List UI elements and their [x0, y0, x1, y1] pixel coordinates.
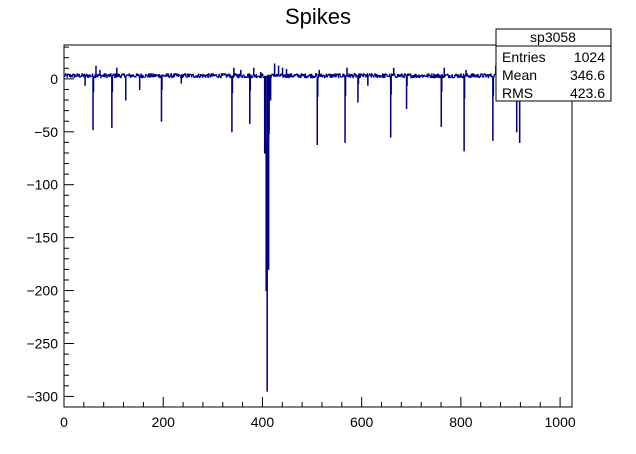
x-axis: 0 200 400 600 800 1000 — [60, 397, 576, 430]
x-tick-label: 0 — [60, 414, 68, 430]
stats-box: sp3058 Entries 1024 Mean 346.6 RMS 423.6 — [495, 28, 612, 102]
plot-frame — [63, 44, 573, 408]
y-tick-label: −50 — [34, 124, 58, 140]
y-tick-label: −300 — [26, 388, 58, 404]
y-tick-label: 0 — [50, 71, 58, 87]
stats-mean-label: Mean — [502, 67, 537, 83]
stats-entries-value: 1024 — [574, 49, 605, 65]
x-tick-label: 200 — [152, 414, 176, 430]
y-tick-label: −250 — [26, 335, 58, 351]
x-tick-label: 600 — [350, 414, 374, 430]
stats-entries-label: Entries — [502, 49, 546, 65]
y-tick-label: −100 — [26, 177, 58, 193]
x-tick-label: 400 — [251, 414, 275, 430]
stats-rms-value: 423.6 — [570, 85, 605, 101]
data-series — [64, 63, 572, 392]
y-tick-label: −150 — [26, 230, 58, 246]
stats-box-name: sp3058 — [530, 29, 576, 45]
x-tick-label: 1000 — [545, 414, 576, 430]
series-line — [64, 63, 572, 392]
y-axis: 0 −50 −100 −150 −200 −250 −300 — [26, 46, 74, 408]
stats-box-frame — [495, 28, 612, 102]
stats-mean-value: 346.6 — [570, 67, 605, 83]
stats-rms-label: RMS — [502, 85, 533, 101]
x-tick-label: 800 — [449, 414, 473, 430]
chart-title: Spikes — [285, 4, 351, 29]
y-tick-label: −200 — [26, 283, 58, 299]
